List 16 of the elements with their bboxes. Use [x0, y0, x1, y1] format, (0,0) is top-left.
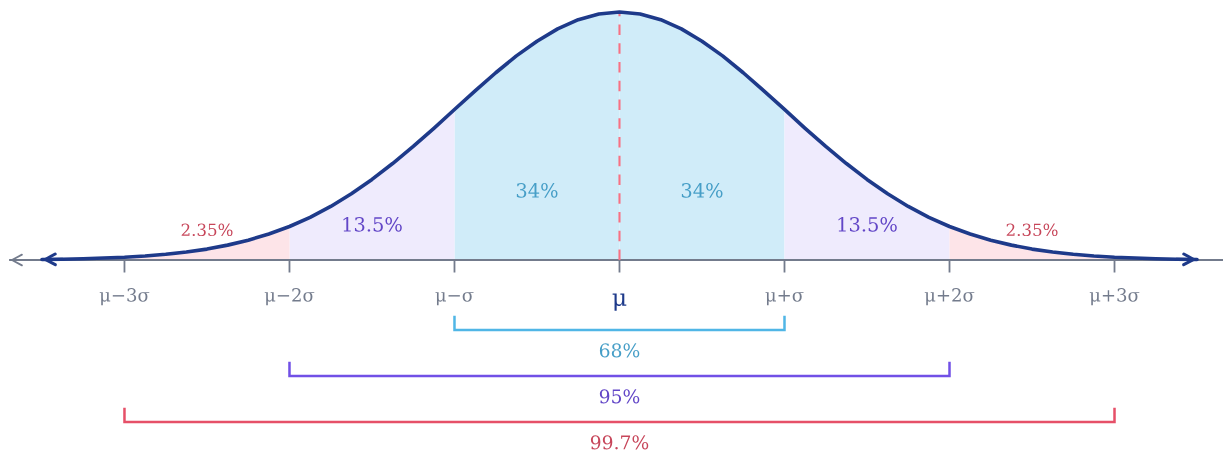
text: 95%	[599, 389, 640, 404]
series-label: 2.35%	[1006, 223, 1058, 237]
x-tick-label: μ	[612, 293, 627, 311]
x-tick-label: μ−σ	[435, 292, 474, 306]
series-label: 34%	[681, 182, 723, 198]
text: 99.7%	[590, 435, 649, 450]
x-tick-label: μ+3σ	[1089, 288, 1140, 306]
x-tick-label: μ−2σ	[264, 288, 315, 306]
text: 68%	[599, 343, 640, 358]
x-tick-label: μ+2σ	[924, 288, 975, 306]
series-label: 13.5%	[838, 216, 897, 232]
x-tick-label: μ−3σ	[99, 288, 150, 306]
series-label: 2.35%	[181, 223, 233, 237]
series-label: 34%	[516, 182, 558, 198]
series-label: 13.5%	[343, 216, 402, 232]
x-tick-label: μ+σ	[765, 290, 804, 306]
